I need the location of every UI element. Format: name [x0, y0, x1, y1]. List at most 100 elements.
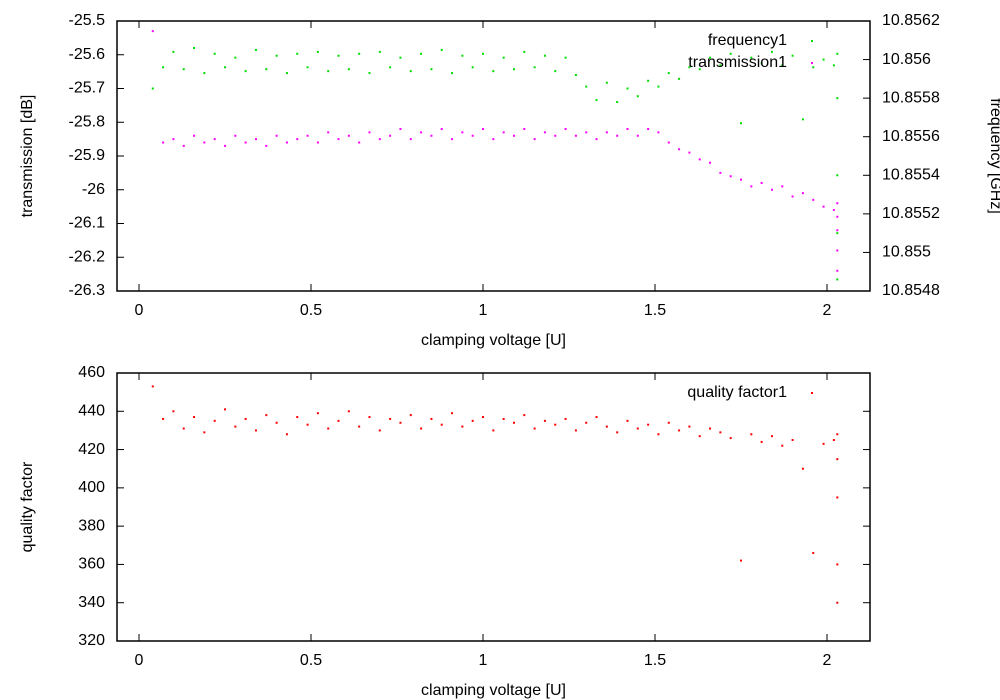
- data-point: [636, 134, 639, 137]
- y-tick-label: -25.6: [69, 46, 106, 63]
- data-point: [836, 232, 839, 235]
- data-point: [440, 128, 443, 130]
- data-point: [636, 427, 639, 430]
- data-point: [709, 161, 712, 164]
- data-point: [801, 118, 804, 121]
- x-axis-label: clamping voltage [U]: [421, 682, 566, 699]
- data-point: [399, 128, 402, 130]
- data-point: [306, 134, 309, 137]
- data-point: [368, 131, 371, 134]
- data-point: [832, 439, 835, 441]
- y2-tick-label: 10.8558: [882, 89, 940, 106]
- y-tick-label: 400: [78, 479, 105, 496]
- data-point: [316, 141, 319, 144]
- data-point: [709, 56, 712, 59]
- data-point: [698, 158, 701, 161]
- data-point: [760, 182, 763, 184]
- data-point: [647, 79, 650, 82]
- data-point: [781, 64, 784, 67]
- data-point: [368, 72, 371, 75]
- y2-tick-label: 10.8562: [882, 12, 940, 29]
- data-point: [667, 72, 670, 75]
- data-point: [647, 128, 650, 130]
- data-point: [316, 412, 319, 415]
- data-point: [770, 435, 773, 438]
- data-point: [678, 429, 681, 432]
- data-point: [554, 70, 557, 73]
- data-point: [347, 134, 350, 137]
- data-point: [234, 134, 237, 137]
- data-point: [430, 417, 433, 420]
- data-point: [781, 185, 784, 188]
- y-tick-label: -26.3: [69, 282, 106, 299]
- data-point: [151, 30, 154, 33]
- data-point: [213, 52, 216, 55]
- data-point: [836, 496, 839, 499]
- data-point: [812, 551, 815, 554]
- data-point: [306, 66, 309, 69]
- data-point: [244, 141, 247, 144]
- data-point: [605, 131, 608, 134]
- data-point: [296, 416, 299, 419]
- data-point: [399, 421, 402, 424]
- x-tick-label: 2: [823, 302, 832, 319]
- data-point: [420, 131, 423, 134]
- data-point: [471, 66, 474, 69]
- data-point: [151, 87, 154, 90]
- data-point: [812, 66, 815, 69]
- data-point: [389, 66, 392, 69]
- x-axis-label: clamping voltage [U]: [421, 332, 566, 349]
- data-point: [213, 419, 216, 422]
- y2-tick-label: 10.8554: [882, 167, 940, 184]
- data-point: [172, 138, 175, 141]
- data-point: [616, 101, 619, 103]
- data-point: [836, 215, 839, 218]
- x-tick-label: 1.5: [644, 652, 666, 669]
- data-point: [451, 138, 454, 141]
- data-point: [760, 440, 763, 443]
- y2-tick-label: 10.856: [882, 51, 931, 68]
- data-point: [347, 68, 350, 71]
- data-point: [254, 138, 257, 141]
- data-point: [512, 421, 515, 424]
- data-point: [801, 467, 804, 470]
- data-point: [832, 209, 835, 211]
- data-point: [688, 66, 691, 69]
- data-point: [275, 134, 278, 137]
- data-point: [791, 439, 794, 441]
- data-point: [285, 72, 288, 75]
- data-point: [698, 435, 701, 438]
- data-point: [836, 174, 839, 177]
- data-point: [162, 417, 165, 420]
- y-tick-label: -25.7: [69, 80, 106, 97]
- data-point: [626, 128, 629, 130]
- data-point: [533, 138, 536, 141]
- data-point: [492, 138, 495, 141]
- data-point: [378, 138, 381, 141]
- data-point: [471, 419, 474, 422]
- data-point: [358, 141, 361, 144]
- data-point: [482, 52, 485, 55]
- data-point: [440, 423, 443, 426]
- data-point: [626, 419, 629, 422]
- data-point: [203, 72, 206, 75]
- data-point: [337, 54, 340, 57]
- y2-tick-label: 10.855: [882, 244, 931, 261]
- data-point: [791, 195, 794, 198]
- y-tick-label: -26.1: [69, 215, 106, 232]
- data-point: [729, 52, 732, 55]
- data-point: [832, 64, 835, 67]
- data-point: [836, 229, 839, 232]
- legend-swatch: [811, 62, 813, 64]
- data-point: [791, 54, 794, 57]
- legend-label: transmission1: [688, 54, 787, 71]
- y-tick-label: 460: [78, 364, 105, 381]
- data-point: [213, 138, 216, 141]
- data-point: [347, 410, 350, 413]
- data-point: [368, 416, 371, 419]
- data-point: [657, 85, 660, 88]
- legend-swatch: [811, 392, 813, 394]
- data-point: [812, 198, 815, 201]
- data-point: [750, 433, 753, 436]
